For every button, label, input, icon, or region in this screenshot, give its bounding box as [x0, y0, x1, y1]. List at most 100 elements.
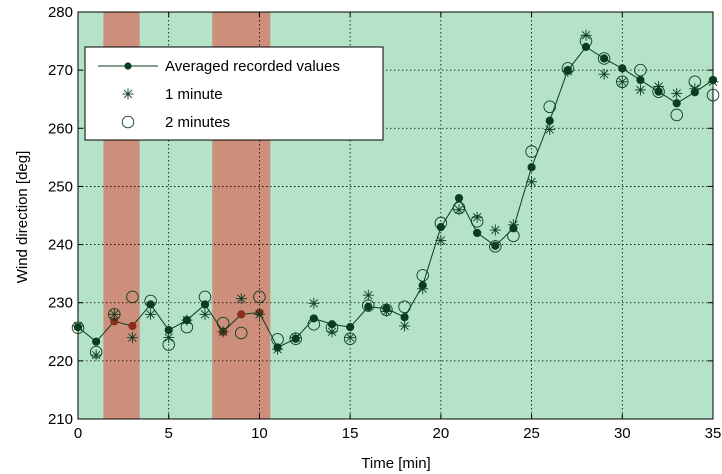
one-minute-point	[616, 76, 628, 88]
x-tick-label: 15	[342, 425, 359, 442]
one-minute-point	[199, 308, 211, 320]
y-tick-label: 220	[48, 353, 73, 370]
x-tick-label: 5	[165, 425, 173, 442]
avg-point	[364, 302, 373, 311]
avg-point	[672, 99, 681, 108]
x-axis-title: Time [min]	[361, 455, 430, 472]
one-minute-point	[90, 349, 102, 361]
two-minute-point	[561, 62, 575, 75]
two-minute-point	[579, 34, 593, 48]
two-minute-point	[525, 145, 538, 158]
two-minute-point	[343, 332, 357, 346]
avg-point	[454, 193, 464, 203]
y-tick-label: 230	[48, 295, 73, 312]
avg-point	[92, 337, 101, 346]
two-minute-point	[289, 332, 302, 346]
one-minute-point	[544, 123, 556, 135]
two-minute-point	[198, 290, 212, 304]
two-minute-point	[452, 201, 466, 215]
two-minute-point	[307, 317, 321, 331]
y-tick-label: 210	[48, 411, 73, 428]
plot-frame	[77, 11, 714, 420]
legend-marker-avg	[124, 62, 132, 70]
two-minute-point	[706, 88, 720, 102]
two-minute-point	[216, 316, 230, 330]
two-minute-point	[398, 300, 411, 314]
one-minute-point	[362, 289, 374, 301]
one-minute-point	[126, 332, 138, 344]
avg-point	[545, 116, 554, 125]
avg-point	[491, 241, 500, 250]
two-minute-point	[489, 240, 502, 253]
avg-point	[636, 75, 645, 85]
x-tick-label: 30	[614, 425, 631, 442]
two-minute-point	[616, 75, 629, 89]
two-minute-point	[235, 326, 248, 340]
two-minute-point	[670, 108, 683, 122]
legend-marker-asterisk	[122, 88, 134, 100]
y-axis-title: Wind direction [deg]	[14, 151, 31, 284]
two-minute-point	[380, 303, 393, 316]
one-minute-point	[290, 332, 302, 344]
one-minute-point	[145, 308, 157, 320]
one-minute-point	[217, 326, 229, 338]
two-minute-point	[108, 308, 121, 321]
two-minute-point	[688, 75, 702, 89]
avg-point	[400, 313, 409, 322]
one-minute-point	[235, 293, 247, 305]
two-minute-point	[325, 321, 339, 334]
x-tick-label: 0	[74, 425, 82, 442]
two-minute-point	[362, 299, 375, 312]
two-minute-point	[71, 321, 85, 334]
y-tick-label: 250	[48, 178, 73, 195]
legend-label: 2 minutes	[165, 114, 230, 131]
two-minute-point	[180, 320, 194, 334]
one-minute-point	[634, 84, 646, 96]
two-minute-point	[253, 290, 266, 304]
two-minute-point	[416, 269, 429, 282]
avg-point	[600, 54, 609, 63]
one-minute-point	[181, 314, 193, 326]
legend-box	[84, 46, 384, 141]
legend: Averaged recorded values 1 minute 2 minute…	[84, 46, 384, 141]
one-minute-point	[689, 83, 701, 95]
y-tick-label: 270	[48, 62, 73, 79]
avg-point	[527, 163, 536, 172]
one-minute-point	[453, 204, 465, 216]
one-minute-point	[653, 80, 665, 92]
one-minute-point	[707, 76, 719, 88]
two-minute-point	[89, 345, 103, 359]
y-tick-label: 280	[48, 4, 73, 21]
one-minute-point	[108, 308, 120, 320]
two-minute-point	[126, 290, 139, 304]
one-minute-point	[417, 283, 429, 295]
one-minute-point	[562, 65, 574, 77]
two-minute-point	[434, 216, 448, 230]
two-minute-point	[597, 52, 611, 65]
one-minute-point	[526, 176, 538, 188]
one-minute-point	[435, 235, 447, 247]
avg-point	[237, 310, 246, 319]
avg-point	[473, 228, 482, 238]
one-minute-point	[507, 219, 519, 231]
y-tick-label: 240	[48, 237, 73, 254]
two-minute-point	[652, 85, 665, 98]
two-minute-point	[470, 215, 484, 228]
avg-point	[128, 321, 137, 331]
legend-label: Averaged recorded values	[165, 58, 340, 75]
avg-point	[346, 323, 355, 332]
x-tick-label: 10	[251, 425, 268, 442]
series-2	[72, 29, 719, 361]
two-minute-point	[507, 229, 520, 243]
two-minute-point	[144, 294, 157, 308]
y-tick-label: 260	[48, 120, 73, 137]
one-minute-point	[344, 332, 356, 344]
x-tick-label: 25	[523, 425, 540, 442]
one-minute-point	[308, 297, 320, 309]
x-tick-label: 35	[705, 425, 722, 442]
two-minute-point	[162, 338, 175, 351]
two-minute-point	[271, 333, 284, 346]
one-minute-point	[598, 68, 610, 80]
x-tick-label: 20	[433, 425, 450, 442]
